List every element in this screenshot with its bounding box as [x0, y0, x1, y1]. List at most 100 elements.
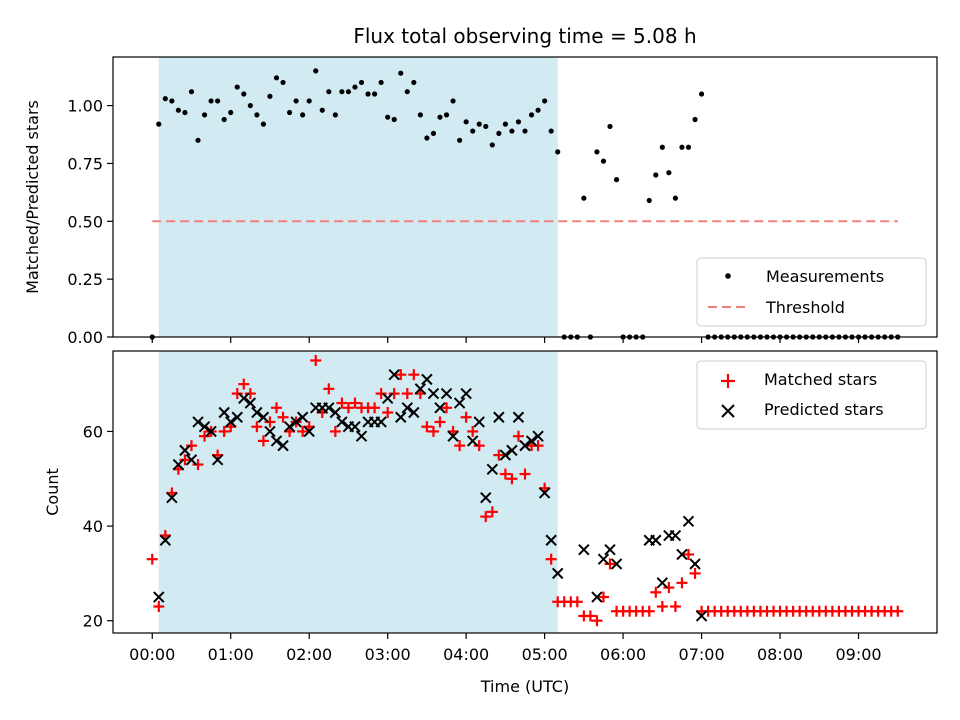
predicted-star-point — [610, 558, 623, 570]
predicted-star-point — [205, 425, 217, 438]
matched-star-point — [192, 459, 204, 471]
matched-star-point — [369, 402, 381, 414]
measurement-point — [378, 79, 384, 86]
measurement-point — [528, 112, 535, 118]
measurement-point — [254, 112, 260, 118]
y-tick-label: 20 — [83, 612, 103, 631]
matched-star-point — [342, 402, 354, 414]
y-tick-label: 1.00 — [67, 97, 103, 116]
matched-star-point — [231, 388, 243, 400]
measurement-point — [267, 93, 273, 99]
predicted-star-point — [676, 548, 688, 561]
measurement-point — [345, 89, 352, 95]
measurement-point — [443, 112, 450, 118]
predicted-star-point — [460, 387, 472, 400]
predicted-star-point — [375, 416, 387, 428]
measurement-point — [502, 121, 508, 127]
matched-star-point — [238, 378, 250, 390]
matched-star-point — [689, 567, 701, 579]
matched-star-point — [650, 586, 662, 598]
x-tick-label: 05:00 — [522, 645, 568, 664]
predicted-star-point — [427, 387, 440, 400]
measurement-point — [653, 172, 659, 178]
matched-star-point — [427, 425, 439, 437]
measurement-point — [306, 98, 312, 104]
measurement-point — [424, 135, 430, 141]
matched-star-point — [591, 615, 603, 627]
measurement-point — [659, 144, 665, 150]
measurement-point — [188, 89, 195, 95]
measurement-point — [450, 98, 456, 104]
x-tick-label: 06:00 — [600, 645, 646, 664]
matched-star-point — [584, 610, 596, 622]
measurement-point — [463, 119, 469, 125]
measurement-point — [215, 98, 221, 104]
predicted-star-point — [277, 439, 289, 452]
matched-star-point — [401, 388, 413, 400]
measurement-point — [600, 158, 607, 164]
measurement-point — [241, 91, 247, 97]
measurement-point — [339, 89, 345, 95]
measurement-point — [476, 121, 482, 127]
predicted-star-point — [172, 458, 185, 471]
legend-predicted-marker — [721, 404, 735, 418]
matched-star-point — [676, 577, 688, 589]
measurement-point — [515, 119, 522, 125]
matched-star-point — [519, 468, 531, 480]
predicted-star-point — [519, 439, 531, 452]
measurement-point — [286, 109, 293, 116]
predicted-star-point — [695, 610, 708, 622]
x-tick-label: 03:00 — [365, 645, 411, 664]
predicted-star-point — [251, 406, 263, 419]
predicted-star-point — [656, 577, 669, 589]
matched-star-point — [329, 425, 341, 437]
predicted-star-point — [395, 411, 407, 423]
predicted-star-point — [336, 416, 348, 428]
measurement-point — [195, 137, 201, 143]
matched-star-point — [375, 388, 387, 400]
predicted-star-point — [218, 406, 230, 419]
measurement-point — [692, 116, 698, 123]
predicted-star-point — [466, 435, 479, 447]
measurement-point — [293, 98, 299, 104]
measurement-point — [247, 102, 253, 109]
measurement-point — [411, 79, 417, 86]
predicted-star-point — [532, 430, 544, 442]
x-tick-label: 02:00 — [286, 645, 332, 664]
matched-star-point — [597, 591, 609, 603]
measurement-point — [385, 114, 391, 120]
predicted-star-point — [329, 406, 342, 419]
x-tick-label: 09:00 — [835, 645, 881, 664]
matched-star-point — [408, 369, 420, 381]
predicted-star-point — [257, 411, 270, 423]
measurement-point — [319, 107, 325, 113]
predicted-star-point — [499, 449, 512, 461]
measurement-point — [594, 149, 600, 155]
matched-star-point — [663, 582, 675, 594]
predicted-star-point — [401, 402, 413, 414]
predicted-star-point — [506, 444, 518, 457]
predicted-star-point — [270, 435, 283, 447]
predicted-star-point — [591, 591, 603, 603]
measurement-point — [182, 109, 188, 116]
predicted-star-point — [434, 402, 446, 414]
measurement-point — [156, 121, 162, 127]
matched-star-point — [512, 430, 524, 442]
legend-predicted-label: Predicted stars — [764, 400, 884, 419]
measurement-point — [371, 91, 378, 97]
predicted-star-point — [296, 411, 309, 423]
predicted-star-point — [244, 397, 257, 409]
predicted-star-point — [231, 411, 243, 423]
measurement-point — [398, 70, 404, 76]
x-tick-label: 08:00 — [757, 645, 803, 664]
measurement-point — [522, 128, 528, 134]
predicted-star-point — [486, 463, 499, 475]
measurement-point — [483, 123, 489, 130]
measurement-point — [273, 75, 280, 81]
matched-star-point — [454, 440, 466, 452]
measurement-point — [457, 137, 463, 143]
measurement-point — [326, 89, 332, 95]
matched-star-point — [506, 473, 518, 485]
chart-title: Flux total observing time = 5.08 h — [353, 24, 696, 48]
predicted-star-point — [192, 416, 204, 428]
